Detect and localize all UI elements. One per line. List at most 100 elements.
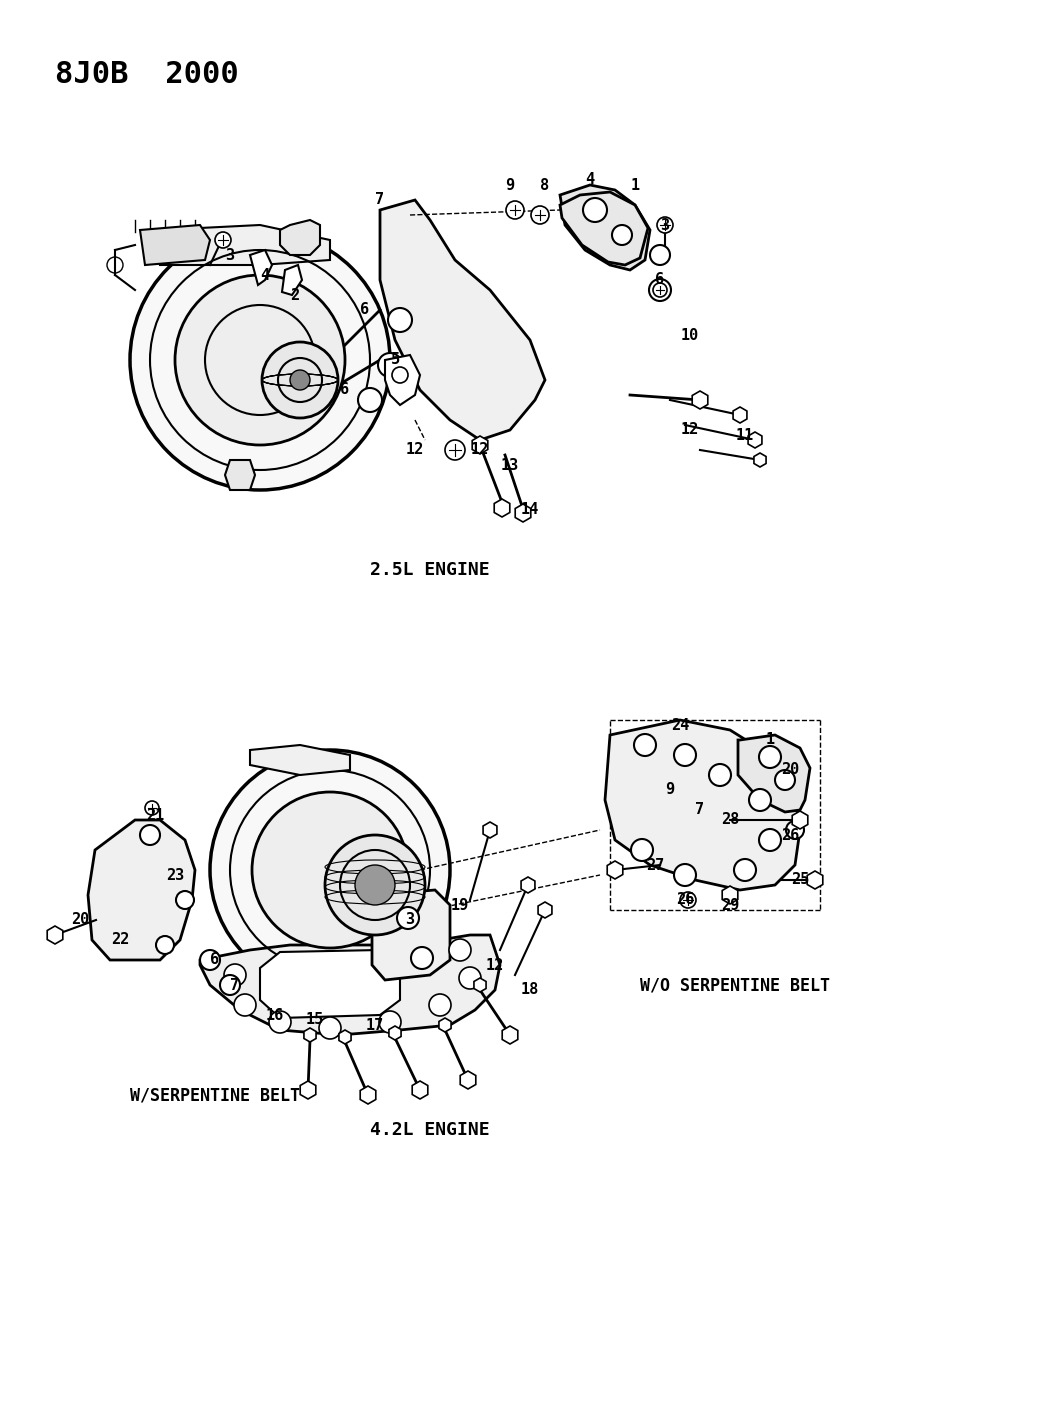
Text: 17: 17 (366, 1017, 384, 1033)
Circle shape (262, 342, 338, 419)
Circle shape (210, 751, 450, 990)
Text: 8J0B  2000: 8J0B 2000 (55, 60, 239, 89)
Polygon shape (723, 885, 737, 904)
Text: 25: 25 (790, 873, 810, 887)
Circle shape (378, 353, 402, 377)
Circle shape (429, 993, 451, 1016)
Text: 9: 9 (505, 177, 515, 193)
Text: 1: 1 (765, 732, 775, 748)
Text: 12: 12 (681, 423, 699, 437)
Polygon shape (560, 184, 650, 270)
Circle shape (530, 206, 549, 224)
Text: 14: 14 (521, 502, 539, 518)
Circle shape (325, 834, 425, 935)
Circle shape (612, 226, 632, 245)
Text: 7: 7 (695, 803, 705, 817)
Circle shape (411, 946, 433, 969)
Polygon shape (47, 927, 63, 944)
Polygon shape (474, 978, 486, 992)
Text: 21: 21 (145, 807, 164, 823)
Text: 8: 8 (540, 177, 550, 193)
Text: 6: 6 (210, 952, 220, 968)
Text: 12: 12 (406, 443, 424, 457)
Circle shape (459, 966, 481, 989)
Polygon shape (607, 861, 623, 878)
Circle shape (269, 1010, 291, 1033)
Text: 6: 6 (656, 272, 664, 288)
Text: 12: 12 (486, 958, 504, 972)
Circle shape (215, 231, 231, 248)
Text: 10: 10 (681, 328, 699, 342)
Text: 3: 3 (225, 247, 234, 263)
Text: 4.2L ENGINE: 4.2L ENGINE (370, 1121, 490, 1139)
Text: 9: 9 (665, 782, 675, 797)
Text: 28: 28 (720, 813, 740, 827)
Circle shape (234, 993, 256, 1016)
Circle shape (674, 744, 696, 766)
Circle shape (786, 822, 804, 839)
Text: 3: 3 (660, 217, 669, 233)
Polygon shape (692, 392, 708, 409)
Polygon shape (738, 735, 810, 812)
Text: 27: 27 (646, 857, 664, 873)
Circle shape (224, 964, 246, 986)
Polygon shape (521, 877, 535, 893)
Text: 7: 7 (230, 978, 240, 992)
Circle shape (145, 800, 159, 815)
Text: 2: 2 (291, 288, 299, 302)
Circle shape (709, 763, 731, 786)
Polygon shape (439, 1017, 451, 1032)
Circle shape (290, 370, 310, 390)
Polygon shape (282, 265, 302, 295)
Polygon shape (483, 822, 497, 839)
Circle shape (759, 829, 781, 851)
Polygon shape (605, 719, 800, 890)
Text: W/O SERPENTINE BELT: W/O SERPENTINE BELT (640, 976, 830, 993)
Polygon shape (380, 200, 545, 440)
Polygon shape (413, 1081, 428, 1098)
Polygon shape (201, 935, 500, 1034)
Polygon shape (538, 902, 552, 918)
Polygon shape (385, 355, 420, 404)
Circle shape (253, 792, 408, 948)
Polygon shape (516, 504, 530, 522)
Circle shape (650, 245, 669, 265)
Polygon shape (807, 871, 822, 888)
Text: 29: 29 (720, 897, 740, 912)
Circle shape (680, 893, 696, 908)
Circle shape (634, 734, 656, 756)
Text: 3: 3 (405, 912, 415, 928)
Circle shape (140, 824, 160, 844)
Polygon shape (389, 1026, 401, 1040)
Circle shape (379, 1010, 401, 1033)
Polygon shape (360, 1086, 376, 1104)
Circle shape (657, 217, 673, 233)
Circle shape (176, 891, 194, 910)
Circle shape (759, 746, 781, 768)
Text: 23: 23 (166, 867, 185, 883)
Circle shape (392, 368, 408, 383)
Polygon shape (260, 949, 400, 1017)
Text: 16: 16 (266, 1007, 284, 1023)
Circle shape (201, 949, 220, 971)
Circle shape (319, 1017, 341, 1039)
Polygon shape (160, 226, 330, 265)
Polygon shape (88, 820, 195, 961)
Text: 15: 15 (306, 1013, 324, 1027)
Text: 12: 12 (471, 443, 489, 457)
Circle shape (734, 858, 756, 881)
Text: 22: 22 (111, 932, 129, 948)
Text: 11: 11 (736, 427, 754, 443)
Circle shape (631, 839, 653, 861)
Text: 24: 24 (671, 718, 690, 732)
Circle shape (397, 907, 419, 929)
Polygon shape (338, 1030, 351, 1044)
Text: 26: 26 (781, 827, 799, 843)
Circle shape (131, 230, 390, 490)
Polygon shape (225, 460, 255, 490)
Text: 20: 20 (71, 912, 89, 928)
Circle shape (445, 440, 465, 460)
Circle shape (355, 866, 395, 905)
Polygon shape (372, 890, 450, 981)
Polygon shape (140, 226, 210, 265)
